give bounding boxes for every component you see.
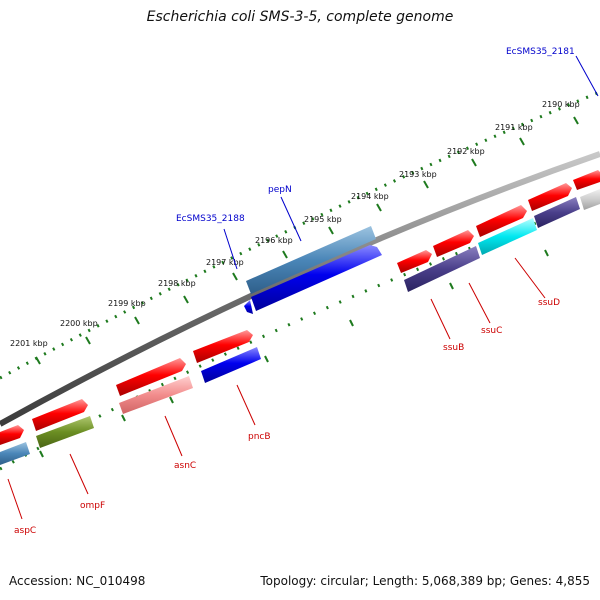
gene-label-asnc[interactable]: asnC	[174, 461, 196, 471]
gene-arrow	[32, 399, 88, 431]
gene-arrow	[476, 205, 527, 237]
gene-arrow	[193, 330, 253, 363]
gene-label-ecsms35-2181[interactable]: EcSMS35_2181	[506, 47, 575, 57]
label-leaders	[7, 55, 599, 520]
gene-arrow	[244, 300, 253, 314]
gene-label-ompf[interactable]: ompF	[80, 501, 105, 511]
gene-label-ssuc[interactable]: ssuC	[481, 326, 502, 336]
genome-summary-text: Topology: circular; Length: 5,068,389 bp…	[260, 574, 590, 588]
gene-arrow	[246, 226, 376, 294]
gene-arrow	[36, 416, 94, 448]
gene-arrow	[116, 358, 186, 396]
kbp-label: 2192 kbp	[447, 147, 485, 156]
gene-arrow	[573, 170, 600, 190]
kbp-major-ticks	[35, 116, 579, 365]
kbp-inner-ticks	[39, 249, 549, 458]
gene-arrow	[433, 230, 474, 257]
kbp-label: 2196 kbp	[255, 236, 293, 245]
gene-arrow	[119, 376, 193, 414]
kbp-label: 2190 kbp	[542, 100, 580, 109]
gene-track-outer	[244, 226, 382, 314]
gene-track-forward	[0, 170, 600, 445]
gene-label-ecsms35-2188[interactable]: EcSMS35_2188	[176, 214, 245, 224]
gene-arrow	[0, 442, 30, 465]
gene-label-ssub[interactable]: ssuB	[443, 343, 464, 353]
gene-arrow	[0, 425, 24, 445]
gene-arrow	[534, 197, 580, 228]
kbp-label: 2199 kbp	[108, 299, 146, 308]
gene-arrow	[201, 347, 261, 383]
accession-text: Accession: NC_010498	[9, 574, 146, 588]
gene-arrow	[404, 246, 480, 292]
gene-arrow	[251, 245, 382, 311]
gene-arrow	[528, 183, 572, 211]
kbp-label: 2193 kbp	[399, 170, 437, 179]
kbp-label: 2191 kbp	[495, 123, 533, 132]
gene-label-pncb[interactable]: pncB	[248, 432, 271, 442]
gene-arrow	[478, 218, 537, 255]
genome-backbone	[0, 151, 600, 427]
gene-arrow	[580, 189, 600, 210]
kbp-label: 2201 kbp	[10, 339, 48, 348]
kbp-label: 2194 kbp	[351, 192, 389, 201]
kbp-label: 2200 kbp	[60, 319, 98, 328]
gene-track-reverse	[0, 189, 600, 465]
gene-label-pepn[interactable]: pepN	[268, 185, 292, 195]
gene-label-ssud[interactable]: ssuD	[538, 298, 560, 308]
map-title: Escherichia coli SMS-3-5, complete genom…	[146, 9, 454, 25]
gene-arrow	[397, 250, 432, 273]
kbp-label: 2198 kbp	[158, 279, 196, 288]
kbp-label: 2195 kbp	[304, 215, 342, 224]
kbp-label: 2197 kbp	[206, 258, 244, 267]
gene-label-aspc[interactable]: aspC	[14, 526, 36, 536]
